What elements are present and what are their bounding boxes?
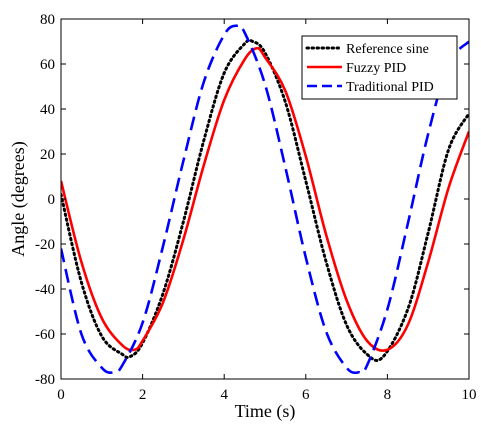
x-tick-label: 10 [462,387,477,403]
legend: Reference sine Fuzzy PID Traditional PID [301,35,458,100]
legend-label: Traditional PID [346,80,434,95]
y-tick-label: 20 [40,147,55,163]
x-tick-label: 0 [57,387,65,403]
y-tick-label: -20 [35,237,55,253]
x-tick-label: 2 [139,387,147,403]
y-tick-label: 60 [40,57,55,73]
y-tick-label: 0 [48,192,56,208]
x-tick-label: 6 [302,387,310,403]
y-tick-label: -80 [35,372,55,388]
y-tick-label: -60 [35,327,55,343]
ticks-layer: 0 2 4 6 8 10 -80 -60 -40 -20 0 20 40 60 80 [35,12,477,403]
series-line-traditional-pid [61,23,469,375]
y-tick-label: 80 [40,12,55,28]
x-axis-label: Time (s) [235,401,296,422]
legend-label: Fuzzy PID [346,61,406,76]
x-tick-label: 4 [220,387,228,403]
x-tick-label: 8 [384,387,392,403]
y-tick-label: -40 [35,282,55,298]
series-line-reference-sine [61,38,469,362]
y-tick-label: 40 [40,102,55,118]
y-axis-label: Angle (degrees) [8,141,29,256]
series-layer [61,23,469,375]
legend-label: Reference sine [346,42,429,57]
